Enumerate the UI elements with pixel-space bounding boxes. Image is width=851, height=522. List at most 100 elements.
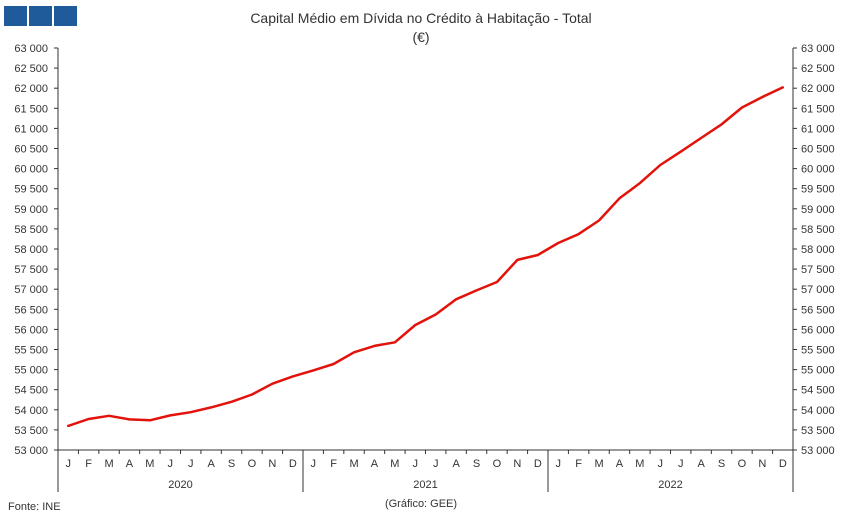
x-month-label: O [248, 458, 257, 470]
x-month-label: N [268, 458, 276, 470]
x-month-label: A [207, 458, 215, 470]
x-year-label: 2021 [413, 479, 437, 491]
y-tick-label-left: 56 000 [14, 324, 48, 336]
x-month-label: J [658, 458, 664, 470]
x-month-label: F [85, 458, 92, 470]
data-point [721, 124, 723, 126]
data-point [455, 298, 457, 300]
logo-square [4, 6, 27, 26]
y-tick-label-left: 57 500 [14, 264, 48, 276]
y-tick-label-right: 59 000 [801, 204, 835, 216]
y-tick-label-left: 60 500 [14, 144, 48, 156]
x-month-label: A [126, 458, 134, 470]
data-point [598, 220, 600, 222]
y-tick-label-left: 59 500 [14, 184, 48, 196]
data-point [619, 198, 621, 200]
y-tick-label-left: 61 500 [14, 103, 48, 115]
data-point [129, 419, 131, 421]
data-point [210, 407, 212, 409]
x-month-label: J [413, 458, 419, 470]
data-point [414, 324, 416, 326]
x-month-label: J [310, 458, 316, 470]
y-tick-label-right: 61 500 [801, 103, 835, 115]
y-tick-label-left: 54 000 [14, 405, 48, 417]
data-point [496, 281, 498, 283]
x-month-label: S [473, 458, 480, 470]
x-month-label: A [616, 458, 624, 470]
y-tick-label-left: 63 000 [14, 43, 48, 55]
data-point [108, 415, 110, 417]
x-month-label: S [228, 458, 235, 470]
x-month-label: J [433, 458, 439, 470]
x-month-label: A [452, 458, 460, 470]
chart-subtitle: (€) [412, 29, 429, 45]
y-tick-label-right: 55 500 [801, 345, 835, 357]
y-tick-label-left: 55 000 [14, 365, 48, 377]
x-year-label: 2020 [168, 479, 192, 491]
y-tick-label-left: 53 000 [14, 445, 48, 457]
axes: 53 000 53 000 53 500 53 500 54 000 54 000 54 5… [14, 43, 835, 492]
y-tick-label-right: 63 000 [801, 43, 835, 55]
x-month-label: N [758, 458, 766, 470]
data-point [639, 182, 641, 184]
x-month-label: D [289, 458, 297, 470]
data-point [517, 259, 519, 261]
data-point [333, 363, 335, 365]
data-point [272, 383, 274, 385]
x-month-label: M [145, 458, 154, 470]
y-tick-label-right: 53 000 [801, 445, 835, 457]
y-tick-label-left: 53 500 [14, 425, 48, 437]
y-tick-label-left: 58 000 [14, 244, 48, 256]
y-tick-label-right: 56 000 [801, 324, 835, 336]
data-point [700, 137, 702, 139]
y-tick-label-right: 62 500 [801, 63, 835, 75]
x-month-label: J [65, 458, 71, 470]
logo-square [29, 6, 52, 26]
x-month-label: D [779, 458, 787, 470]
logo [4, 6, 77, 26]
data-point [435, 314, 437, 316]
y-tick-label-right: 62 000 [801, 83, 835, 95]
x-month-label: J [168, 458, 174, 470]
data-point [537, 254, 539, 256]
x-month-label: A [371, 458, 379, 470]
data-point [67, 425, 69, 427]
y-tick-label-left: 61 000 [14, 123, 48, 135]
data-point [231, 401, 233, 403]
y-tick-label-left: 62 500 [14, 63, 48, 75]
y-tick-label-left: 58 500 [14, 224, 48, 236]
x-month-label: F [330, 458, 337, 470]
y-tick-label-right: 60 500 [801, 144, 835, 156]
x-month-label: O [738, 458, 747, 470]
y-tick-label-left: 62 000 [14, 83, 48, 95]
data-point [659, 164, 661, 166]
y-tick-label-left: 54 500 [14, 385, 48, 397]
data-point [741, 107, 743, 109]
data-point [680, 151, 682, 153]
x-month-label: J [188, 458, 194, 470]
chart-title: Capital Médio em Dívida no Crédito à Hab… [250, 10, 591, 26]
y-tick-label-right: 61 000 [801, 123, 835, 135]
y-tick-label-right: 57 500 [801, 264, 835, 276]
y-tick-label-right: 54 500 [801, 385, 835, 397]
x-month-label: O [493, 458, 502, 470]
logo-square [54, 6, 77, 26]
x-month-label: M [635, 458, 644, 470]
data-point [251, 394, 253, 396]
data-point [88, 418, 90, 420]
credit-note: (Gráfico: GEE) [385, 498, 457, 510]
x-month-label: S [718, 458, 725, 470]
x-month-label: N [513, 458, 521, 470]
y-tick-label-right: 54 000 [801, 405, 835, 417]
data-point [353, 352, 355, 354]
y-tick-label-right: 58 000 [801, 244, 835, 256]
y-tick-label-left: 57 000 [14, 284, 48, 296]
data-point [374, 345, 376, 347]
y-tick-label-right: 58 500 [801, 224, 835, 236]
x-month-label: D [534, 458, 542, 470]
data-point [394, 341, 396, 343]
y-tick-label-right: 55 000 [801, 365, 835, 377]
data-point [557, 242, 559, 244]
x-month-label: M [349, 458, 358, 470]
